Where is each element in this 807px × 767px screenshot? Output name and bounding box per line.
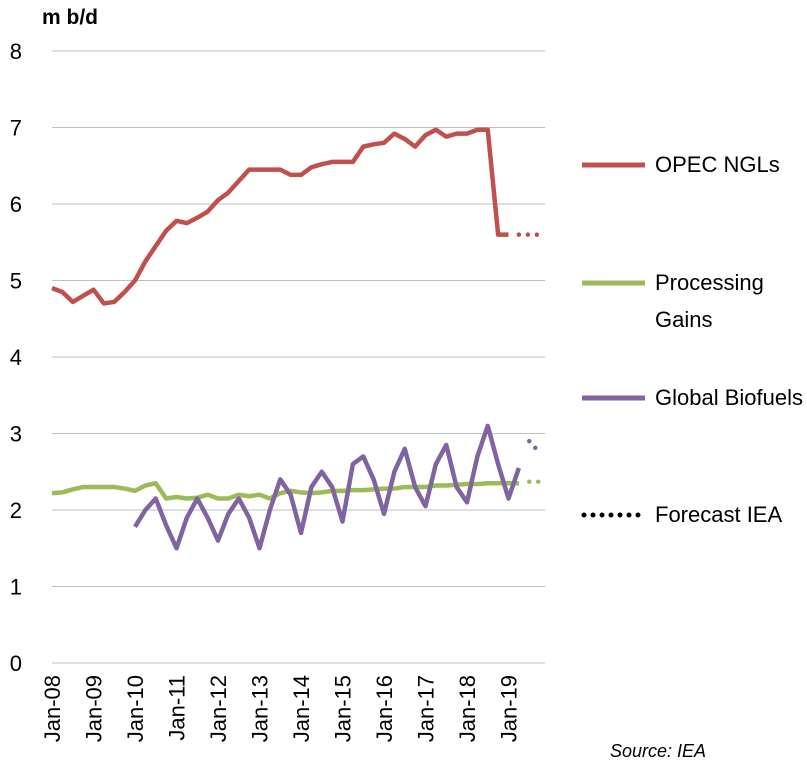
x-tick-label: Jan-19 [497, 675, 522, 742]
x-tick-label: Jan-13 [248, 675, 273, 742]
x-tick-label: Jan-12 [206, 675, 231, 742]
y-tick-label: 7 [10, 116, 22, 141]
x-tick-label: Jan-09 [82, 675, 107, 742]
y-tick-label: 3 [10, 422, 22, 447]
x-tick-label: Jan-18 [455, 675, 480, 742]
legend-label: Forecast IEA [655, 502, 783, 527]
y-axis-label: m b/d [42, 6, 98, 29]
source: Source: IEA [610, 741, 706, 761]
y-tick-label: 2 [10, 498, 22, 523]
legend-label: Global Biofuels [655, 385, 803, 410]
y-tick-label: 6 [10, 192, 22, 217]
series-line [51, 480, 519, 501]
legend-label: Processing Gains [655, 270, 764, 332]
x-tick-label: Jan-10 [123, 675, 148, 742]
series-line [133, 423, 522, 551]
legend-label: OPEC NGLs [655, 152, 780, 177]
y-tick-label: 4 [10, 345, 22, 370]
y-tick-label: 5 [10, 269, 22, 294]
x-tick-label: Jan-17 [414, 675, 439, 742]
x-tick-label: Jan-15 [331, 675, 356, 742]
x-tick-label: Jan-11 [165, 675, 190, 741]
x-tick-label: Jan-16 [372, 675, 397, 742]
x-tick-label: Jan-14 [289, 675, 314, 742]
forecast-line [527, 438, 542, 455]
series-line [51, 127, 509, 306]
y-tick-label: 0 [10, 651, 22, 676]
y-tick-label: 1 [10, 575, 22, 600]
x-tick-label: Jan-08 [40, 675, 65, 742]
y-tick-label: 8 [10, 39, 22, 64]
